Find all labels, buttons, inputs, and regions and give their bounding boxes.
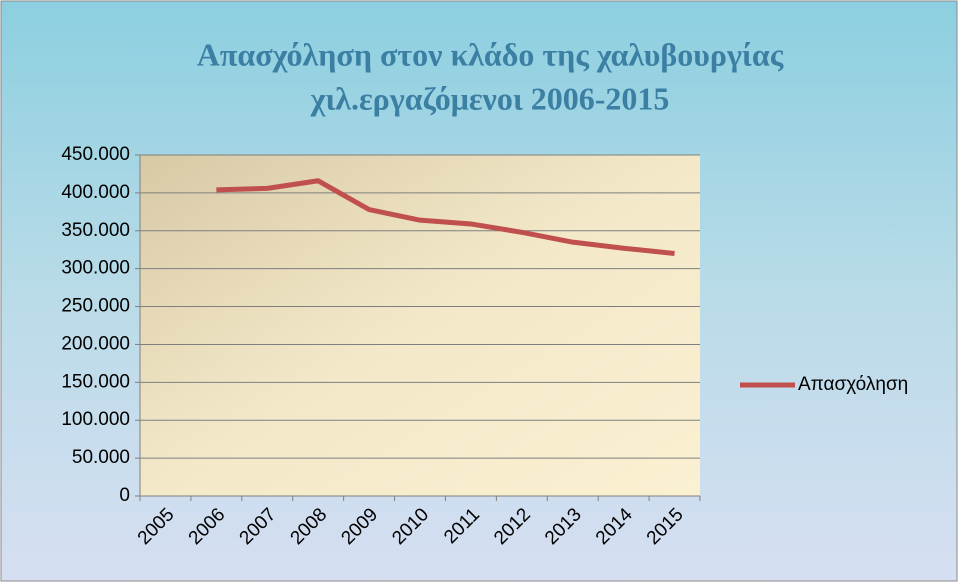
y-tick-label: 350.000 bbox=[61, 220, 130, 241]
chart-title: Απασχόληση στον κλάδο της χαλυβουργίας bbox=[197, 36, 784, 72]
data-line bbox=[216, 178, 675, 256]
chart-subtitle: χιλ.εργαζόμενοι 2006-2015 bbox=[310, 80, 670, 116]
y-tick-label: 100.000 bbox=[61, 409, 130, 430]
legend-label: Απασχόληση bbox=[798, 374, 908, 395]
y-tick-label: 0 bbox=[119, 485, 130, 506]
y-tick-label: 150.000 bbox=[61, 371, 130, 392]
y-tick-label: 450.000 bbox=[61, 144, 130, 165]
y-tick-label: 200.000 bbox=[61, 333, 130, 354]
y-tick-label: 50.000 bbox=[72, 447, 130, 468]
y-tick-label: 250.000 bbox=[61, 296, 130, 317]
y-tick-label: 300.000 bbox=[61, 258, 130, 279]
y-tick-label: 400.000 bbox=[61, 182, 130, 203]
plot-area bbox=[140, 155, 700, 496]
